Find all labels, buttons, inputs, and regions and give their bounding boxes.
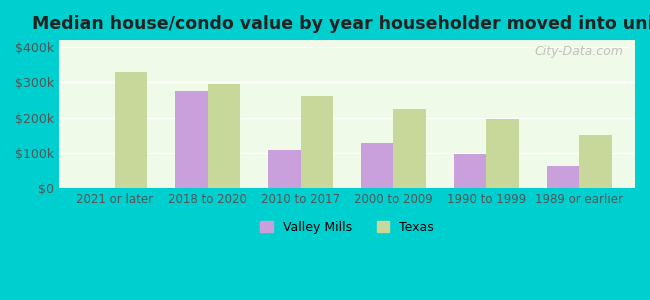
Bar [175, 91, 207, 188]
Bar [454, 154, 486, 188]
Bar [393, 109, 426, 188]
Legend: Valley Mills, Texas: Valley Mills, Texas [255, 216, 439, 238]
Bar [579, 135, 612, 188]
Bar [486, 118, 519, 188]
Bar [268, 150, 300, 188]
Bar [115, 72, 148, 188]
Title: Median house/condo value by year householder moved into unit: Median house/condo value by year househo… [32, 15, 650, 33]
Bar [547, 166, 579, 188]
Bar [207, 84, 240, 188]
Bar [361, 142, 393, 188]
Text: City-Data.com: City-Data.com [534, 45, 623, 58]
Bar [300, 96, 333, 188]
